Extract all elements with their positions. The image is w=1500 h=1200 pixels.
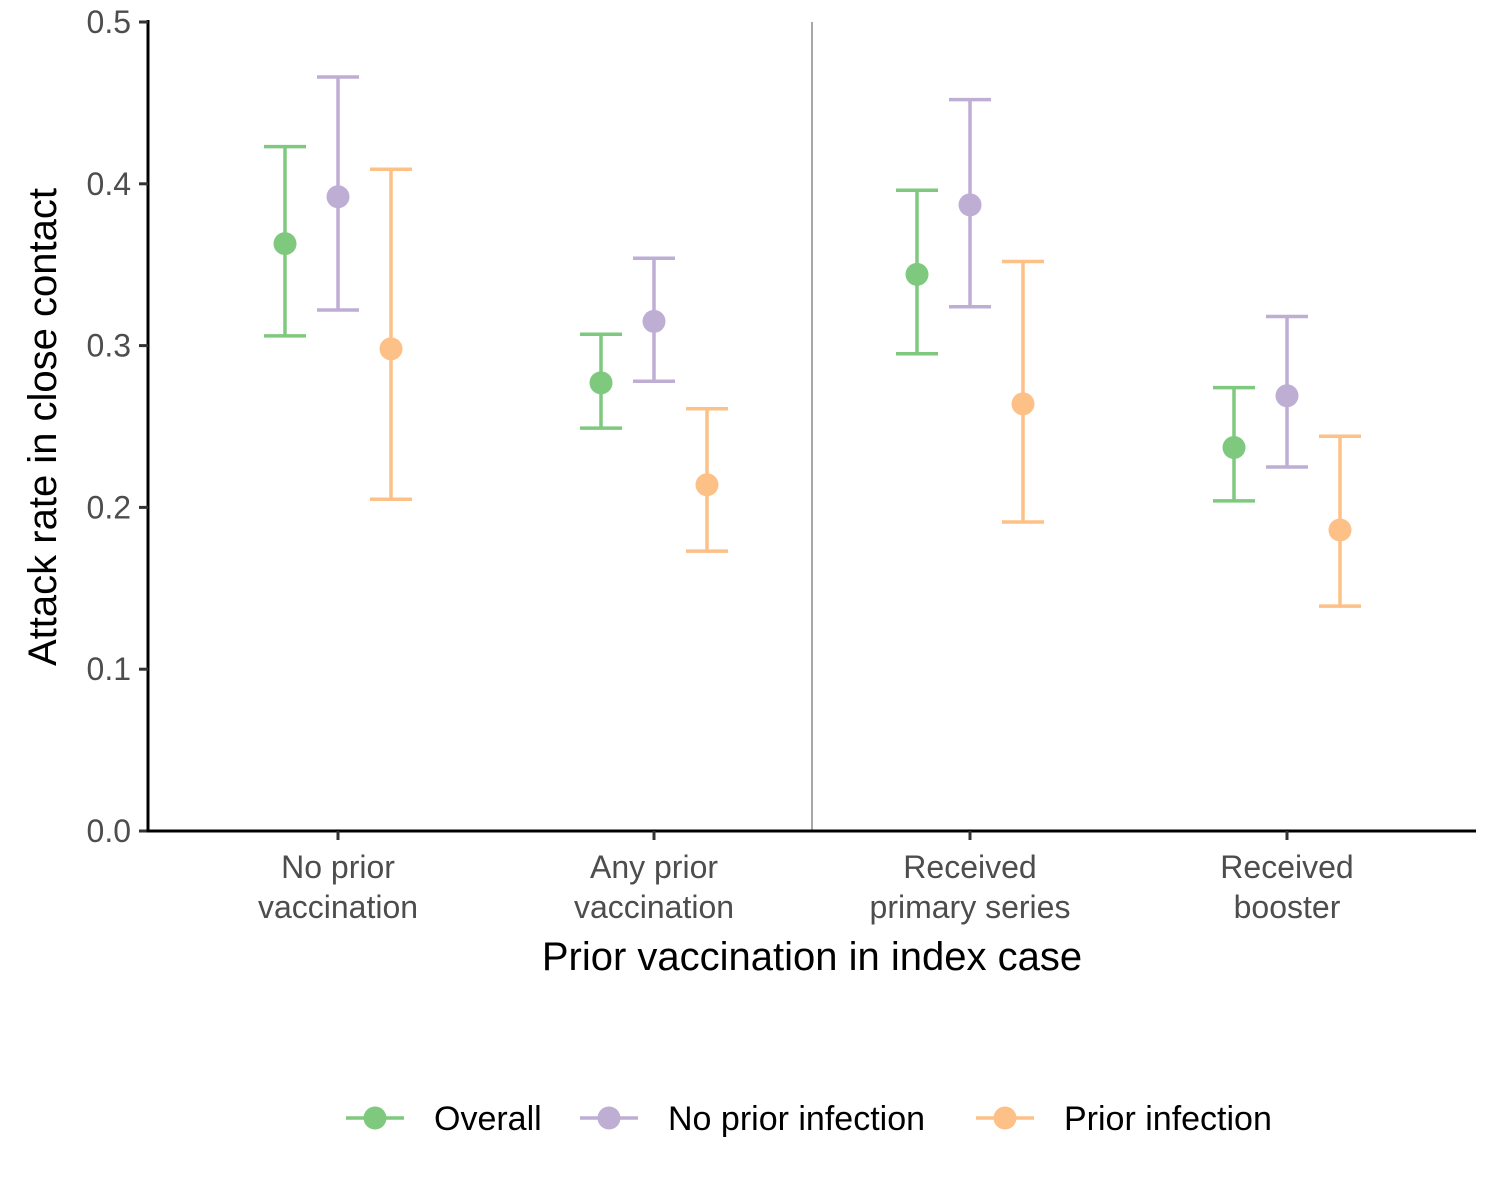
y-tick-label: 0.3 [87,328,131,364]
legend-key-point [993,1106,1017,1130]
x-axis: No prior vaccination Any prior vaccination R… [146,829,1476,925]
legend-key-point [597,1106,621,1130]
x-tick-label: primary series [870,889,1071,925]
error-bar [1002,259,1044,524]
y-tick-label: 0.1 [87,651,131,687]
data-point [1328,518,1352,542]
plot-area [264,22,1361,831]
x-tick-label: Any prior [590,849,718,885]
y-axis-title: Attack rate in close contact [21,188,65,666]
data-point [1011,392,1035,416]
legend-label: No prior infection [668,1100,925,1138]
y-tick-label: 0.4 [87,166,131,202]
data-point [1275,384,1299,408]
legend-item: Overall [346,1100,542,1138]
data-point [695,473,719,497]
x-tick-label: vaccination [574,889,734,925]
legend-item: Prior infection [976,1100,1272,1138]
legend-item: No prior infection [580,1100,925,1138]
x-tick-label: No prior [281,849,395,885]
y-axis: 0.0 0.1 0.2 0.3 0.4 0.5 [87,4,150,849]
series-no-prior-infection [317,75,1308,469]
x-tick-label: Received [1220,849,1353,885]
y-tick-label: 0.0 [87,813,131,849]
y-tick-label: 0.5 [87,4,131,40]
y-tick-label: 0.2 [87,489,131,525]
data-point [589,371,613,395]
legend: Overall No prior infection Prior infection [346,1100,1272,1138]
error-bar [370,167,412,502]
x-tick-label: Received [903,849,1036,885]
series-prior-infection [370,167,1361,608]
legend-key-point [363,1106,387,1130]
data-point [958,193,982,217]
data-point [1222,436,1246,460]
data-point [326,185,350,209]
x-tick-label: booster [1234,889,1341,925]
data-point [905,262,929,286]
legend-label: Overall [434,1100,542,1138]
x-tick-label: vaccination [258,889,418,925]
data-point [379,337,403,361]
data-point [273,232,297,256]
series-overall [264,144,1255,503]
data-point [642,309,666,333]
legend-label: Prior infection [1064,1100,1272,1138]
x-axis-title: Prior vaccination in index case [542,935,1082,979]
